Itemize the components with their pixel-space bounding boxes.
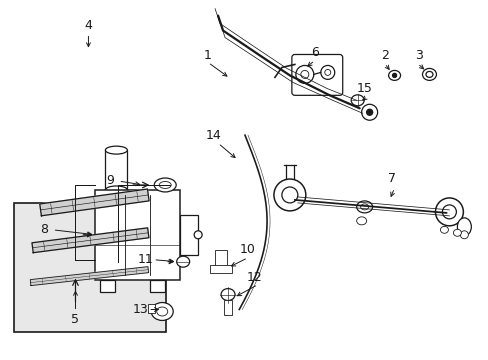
Text: 13: 13 [132, 303, 148, 316]
Ellipse shape [388, 71, 400, 80]
Bar [215, 250, 226, 272]
Ellipse shape [105, 186, 127, 194]
Text: 1: 1 [204, 49, 212, 62]
Polygon shape [30, 267, 148, 285]
Ellipse shape [356, 201, 372, 213]
Circle shape [366, 109, 372, 115]
Text: 9: 9 [106, 175, 114, 188]
Ellipse shape [456, 218, 470, 236]
Ellipse shape [425, 71, 432, 77]
Ellipse shape [360, 204, 368, 210]
Ellipse shape [159, 181, 171, 189]
Ellipse shape [422, 68, 436, 80]
Ellipse shape [154, 178, 176, 192]
Ellipse shape [157, 307, 167, 316]
Ellipse shape [221, 289, 235, 301]
Bar [14, 203, 165, 332]
Text: 5: 5 [71, 313, 80, 326]
Text: 3: 3 [415, 49, 423, 62]
Polygon shape [40, 189, 149, 216]
Ellipse shape [176, 256, 189, 267]
Ellipse shape [350, 95, 364, 106]
Bar [224, 300, 232, 315]
Ellipse shape [440, 226, 447, 233]
Text: 15: 15 [356, 82, 372, 95]
Polygon shape [32, 228, 149, 253]
Bar [105, 150, 127, 190]
Text: 7: 7 [387, 171, 395, 185]
Ellipse shape [459, 231, 468, 239]
Text: 8: 8 [41, 223, 48, 236]
Ellipse shape [105, 146, 127, 154]
Text: 10: 10 [240, 243, 255, 256]
Bar [180, 215, 198, 255]
Bar [148, 303, 155, 314]
Text: 12: 12 [246, 271, 263, 284]
Ellipse shape [151, 302, 173, 320]
Text: 6: 6 [310, 46, 318, 59]
Bar [95, 190, 180, 280]
Ellipse shape [356, 217, 366, 225]
Text: 11: 11 [137, 253, 153, 266]
Ellipse shape [452, 229, 461, 236]
Circle shape [392, 73, 396, 77]
FancyBboxPatch shape [291, 54, 342, 95]
Bar [210, 265, 232, 273]
Bar [100, 280, 115, 292]
Ellipse shape [194, 231, 202, 239]
Text: 2: 2 [380, 49, 388, 62]
Bar [150, 280, 165, 292]
Text: 4: 4 [84, 19, 92, 32]
Text: 14: 14 [205, 129, 221, 142]
